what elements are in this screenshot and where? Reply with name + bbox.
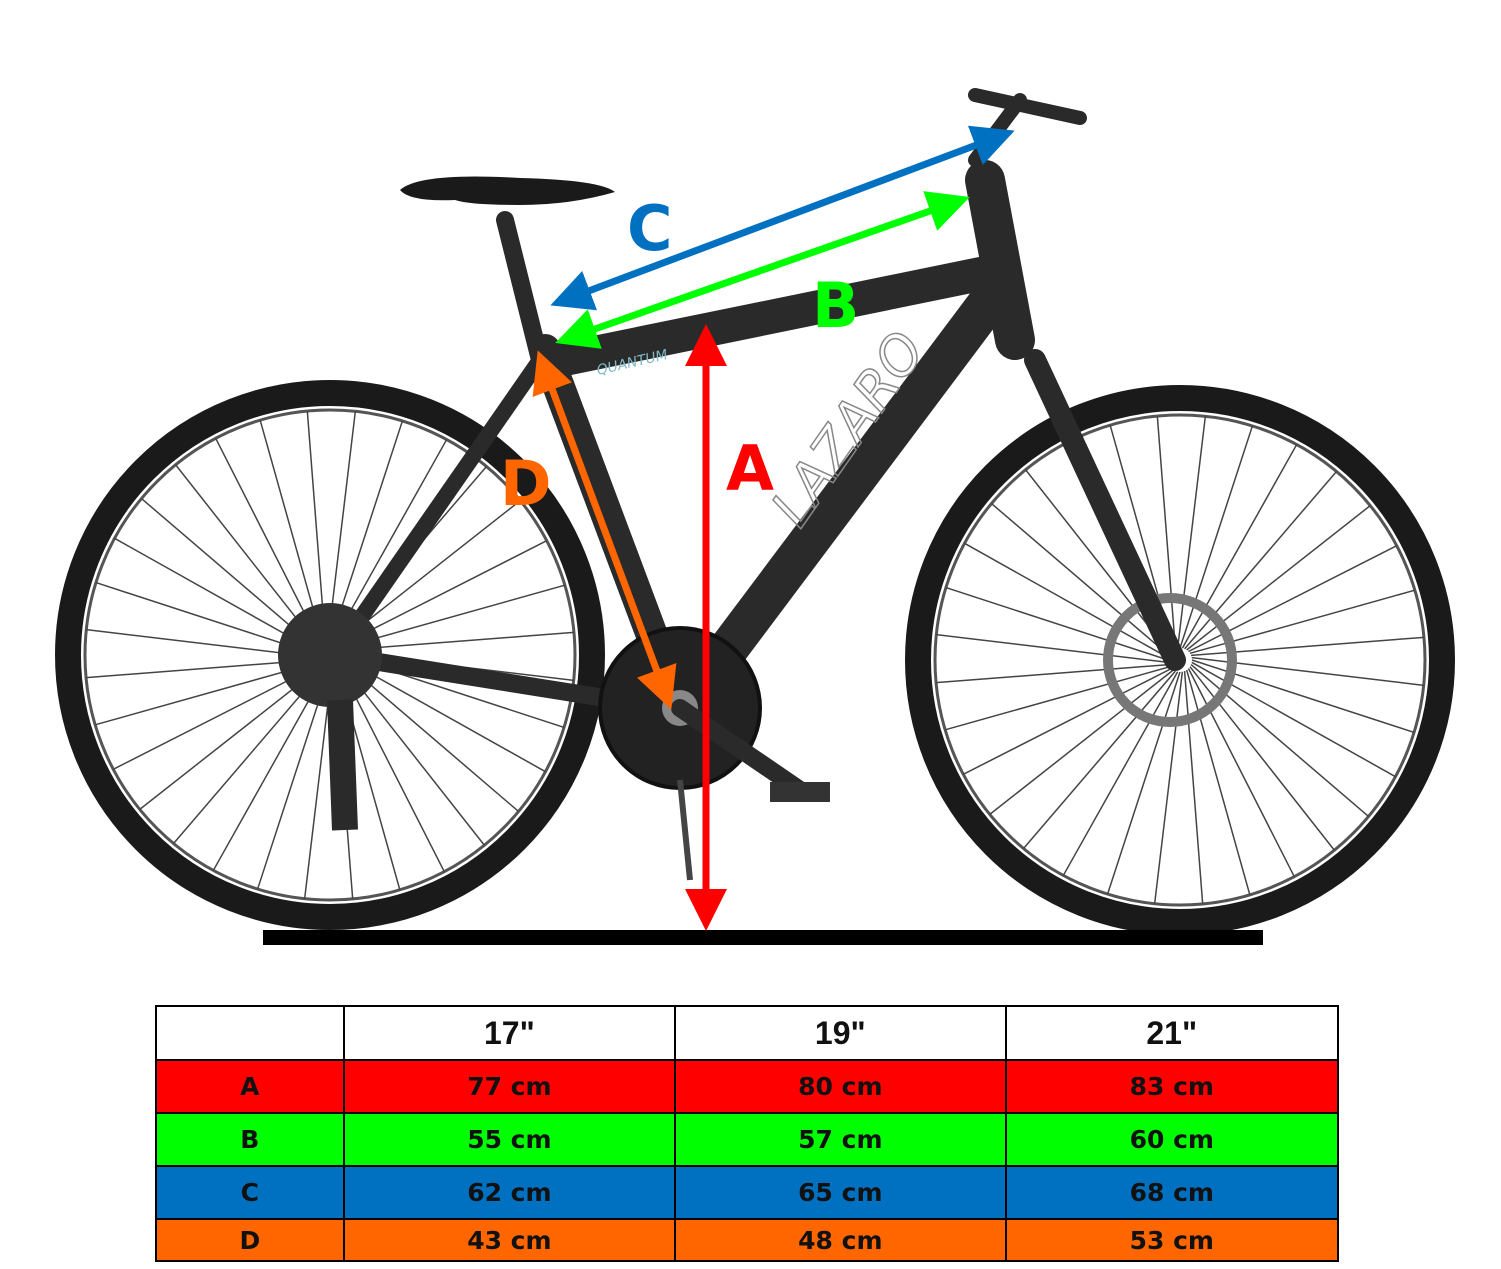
table-header-row: 17" 19" 21"	[155, 1005, 1340, 1061]
spoke	[935, 663, 1169, 684]
table-cell: 65 cm	[674, 1165, 1007, 1220]
table-row: A 77 cm 80 cm 83 cm	[155, 1059, 1340, 1114]
size-table: 17" 19" 21" A 77 cm 80 cm 83 cm B 55 cm …	[155, 1005, 1340, 1262]
table-cell: 57 cm	[674, 1112, 1007, 1167]
spoke	[1187, 668, 1295, 878]
table-row: D 43 cm 48 cm 53 cm	[155, 1218, 1340, 1262]
ground-line	[263, 930, 1263, 945]
header-cell: 21"	[1004, 1005, 1340, 1061]
spoke	[1190, 664, 1370, 818]
table-cell: 48 cm	[674, 1218, 1007, 1262]
table-cell: 60 cm	[1004, 1112, 1340, 1167]
spoke	[1184, 470, 1338, 650]
table-cell: 43 cm	[342, 1218, 677, 1262]
table-cell: 80 cm	[674, 1059, 1007, 1114]
table-cell: 83 cm	[1004, 1059, 1340, 1114]
header-cell: 19"	[674, 1005, 1007, 1061]
spoke	[1106, 671, 1181, 895]
spoke	[990, 502, 1170, 656]
spoke	[1183, 671, 1204, 905]
spoke	[989, 669, 1174, 815]
spoke	[1181, 444, 1298, 649]
table-cell: 62 cm	[342, 1165, 677, 1220]
spoke	[1062, 671, 1179, 876]
spoke	[1156, 415, 1177, 649]
front-wheel	[905, 385, 1455, 935]
row-key: B	[155, 1112, 345, 1167]
spoke	[964, 542, 1169, 659]
label-c: C	[627, 192, 673, 265]
bicycle: LAZARO QUANTUM	[55, 88, 1455, 935]
row-key: C	[155, 1165, 345, 1220]
table-row: B 55 cm 57 cm 60 cm	[155, 1112, 1340, 1167]
spoke	[945, 586, 1169, 661]
table-cell: 77 cm	[342, 1059, 677, 1114]
table-cell: 53 cm	[1004, 1218, 1340, 1262]
spoke	[1176, 416, 1207, 649]
spoke	[1153, 671, 1184, 904]
row-key: A	[155, 1059, 345, 1114]
label-b: B	[812, 269, 859, 342]
table-cell: 68 cm	[1004, 1165, 1340, 1220]
header-cell: 17"	[342, 1005, 677, 1061]
spoke	[936, 633, 1169, 664]
spoke	[1191, 661, 1396, 778]
arrow-c	[550, 125, 1015, 311]
spoke	[1022, 670, 1176, 850]
spoke	[944, 665, 1171, 731]
spoke	[1179, 425, 1254, 649]
label-a: A	[726, 432, 774, 505]
spoke	[1185, 669, 1251, 896]
row-key: D	[155, 1218, 345, 1262]
table-cell: 55 cm	[342, 1112, 677, 1167]
table-row: C 62 cm 65 cm 68 cm	[155, 1165, 1340, 1220]
spoke	[1188, 545, 1398, 653]
spoke	[962, 667, 1172, 775]
bike-geometry-diagram: LAZARO QUANTUM A B C D	[55, 88, 1455, 945]
saddle	[400, 176, 615, 205]
arrow-d	[532, 350, 677, 710]
header-cell	[155, 1005, 345, 1061]
label-d: D	[500, 447, 551, 520]
